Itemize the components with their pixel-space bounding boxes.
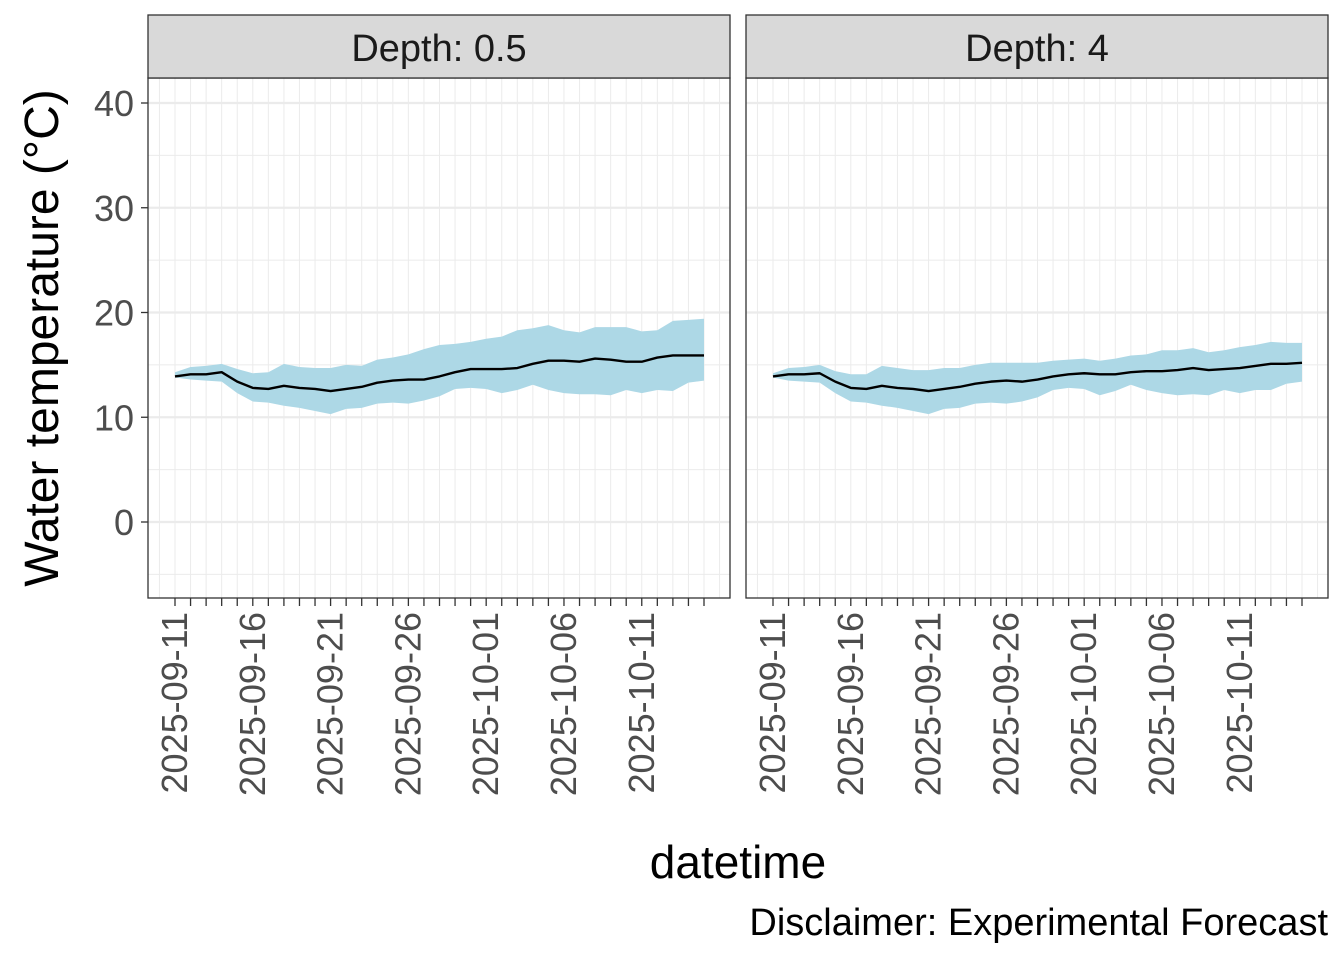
y-tick-label: 30 [94,188,134,229]
median-line [174,354,704,393]
y-tick-label: 40 [94,83,134,124]
median-line [772,361,1303,393]
x-tick-label: 2025-09-16 [830,612,871,796]
x-tick-label: 2025-10-11 [621,612,662,793]
strip-background [147,14,731,79]
x-tick-label: 2025-09-21 [310,612,351,796]
x-tick-label: 2025-09-26 [985,612,1026,796]
x-tick-label: 2025-10-01 [465,612,506,796]
panel-1: Depth: 0.5 2025-09-11 2025-09-16 2025-09-21… [147,14,731,796]
x-tick-label: 2025-09-11 [154,612,195,793]
x-tick-label: 2025-10-01 [1063,612,1104,796]
strip-label: Depth: 4 [965,28,1109,70]
y-axis-title: Water temperature (°C) [16,89,69,587]
x-tick-label: 2025-10-06 [1141,612,1182,796]
x-tick-label: 2025-09-16 [232,612,273,796]
x-tick-label: 2025-09-11 [752,612,793,793]
strip-label: Depth: 0.5 [351,28,526,70]
y-tick-label: 20 [94,293,134,334]
x-tick-label: 2025-09-21 [908,612,949,796]
forecast-ribbon [773,341,1302,415]
x-tick-label: 2025-09-26 [387,612,428,796]
caption-disclaimer: Disclaimer: Experimental Forecast [749,902,1328,944]
x-axis-title: datetime [650,836,826,888]
y-tick-label: 0 [114,502,134,543]
x-tick-label: 2025-10-06 [543,612,584,796]
strip-background [745,14,1329,79]
y-tick-label: 10 [94,397,134,438]
forecast-ribbon [175,318,704,415]
panel-2: Depth: 4 2025-09-11 2025-09-16 2025-09-21 20… [745,14,1329,796]
x-tick-label: 2025-10-11 [1219,612,1260,793]
